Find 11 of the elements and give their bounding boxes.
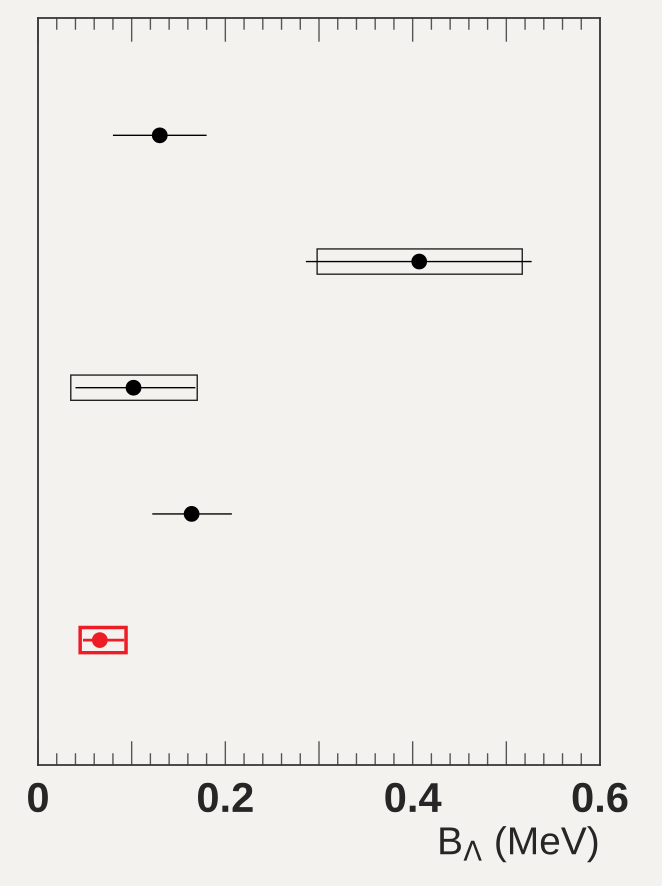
x-tick-label: 0.4 xyxy=(385,782,442,812)
bar xyxy=(316,248,523,275)
point xyxy=(126,380,142,396)
bar xyxy=(70,374,198,402)
point xyxy=(184,506,200,522)
x-tick-label: 0.6 xyxy=(572,782,628,812)
x-tick-label: 0.2 xyxy=(198,782,253,812)
point xyxy=(152,127,168,144)
point xyxy=(411,254,428,270)
x-axis-title: B$_{Λ}$ (MeV) xyxy=(440,826,598,862)
x-tick-label: 0 xyxy=(28,782,48,812)
